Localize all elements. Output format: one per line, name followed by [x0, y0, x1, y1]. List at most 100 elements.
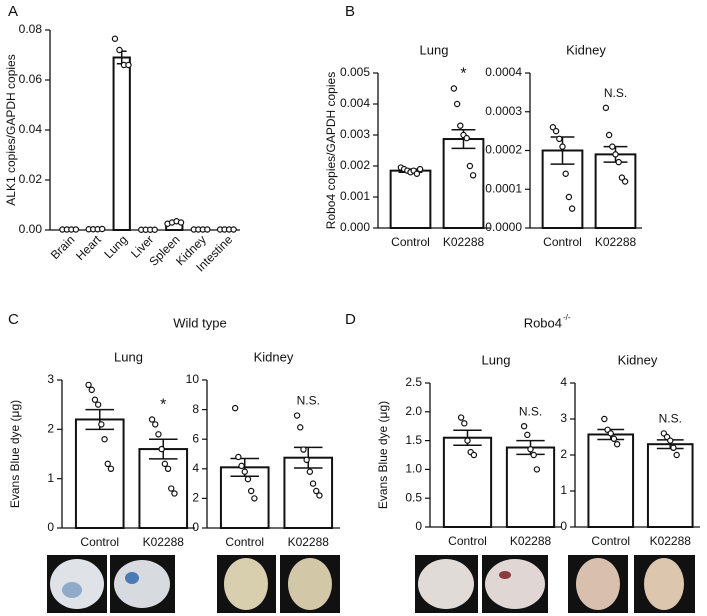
data-point — [673, 451, 680, 459]
bar — [112, 56, 131, 231]
data-point — [244, 475, 252, 483]
data-point — [297, 424, 304, 431]
y-tick-label: 0 — [192, 520, 199, 534]
data-point — [171, 490, 178, 497]
y-tick-label: 6 — [192, 431, 199, 445]
y-tick-label: 0 — [560, 519, 567, 533]
y-tick-label: 1.5 — [405, 433, 422, 447]
x-tick-label: K02288 — [650, 534, 692, 548]
data-point — [549, 124, 557, 131]
panel-label: B — [345, 3, 355, 20]
y-tick-label: 0.002 — [340, 158, 370, 172]
data-point — [204, 226, 211, 233]
y-tick-label: 0 — [47, 520, 54, 534]
data-point — [416, 165, 424, 173]
x-tick-label: Control — [591, 534, 630, 548]
x-tick-label: K02288 — [510, 534, 552, 548]
y-tick-label: 1.0 — [405, 462, 422, 476]
data-point — [155, 431, 162, 438]
x-tick-label: Control — [448, 534, 487, 548]
data-point — [610, 435, 618, 442]
data-point — [520, 423, 528, 430]
data-point — [457, 414, 465, 421]
y-tick-label: 0.004 — [340, 96, 370, 110]
bar — [646, 443, 694, 529]
data-point — [612, 151, 619, 158]
y-tick-label: 4 — [560, 375, 567, 389]
data-point — [450, 85, 458, 92]
panel-label: A — [8, 3, 18, 20]
data-point — [72, 226, 80, 233]
y-tick-label: 0.08 — [19, 22, 43, 36]
data-point — [464, 437, 471, 444]
chart-title: Lung — [482, 352, 511, 367]
chart-title: Lung — [114, 349, 143, 364]
data-point — [559, 143, 566, 150]
data-point — [98, 421, 105, 428]
data-point — [125, 61, 132, 69]
data-point — [158, 445, 165, 453]
bar — [594, 153, 637, 229]
data-point — [161, 460, 169, 468]
y-tick-label: 0.00 — [19, 222, 43, 236]
y-axis-label: ALK1 copies/GAPDH copies — [4, 54, 18, 205]
data-point — [453, 100, 461, 108]
data-point — [613, 441, 621, 448]
data-point — [461, 420, 468, 427]
y-tick-label: 8 — [192, 402, 199, 416]
y-tick-label: 0.005 — [340, 65, 370, 79]
data-point — [602, 104, 610, 112]
bar — [74, 418, 125, 530]
x-tick-label: Control — [225, 535, 264, 549]
data-point — [615, 158, 622, 166]
data-point — [91, 396, 99, 403]
data-point — [98, 225, 106, 233]
data-point — [313, 487, 320, 495]
data-point — [670, 444, 677, 451]
y-tick-label: 2.5 — [405, 375, 422, 389]
x-tick-label: K02288 — [143, 535, 185, 549]
x-tick-label: Brain — [48, 232, 78, 262]
y-tick-label: 2 — [47, 422, 54, 436]
data-point — [463, 134, 470, 142]
y-tick-label: 1 — [47, 471, 54, 485]
data-point — [230, 226, 237, 233]
data-point — [238, 462, 245, 470]
data-point — [101, 436, 108, 443]
y-tick-label: 1 — [560, 483, 567, 497]
y-tick-label: 0.02 — [19, 172, 43, 186]
data-point — [148, 416, 156, 423]
y-tick-label: 0 — [415, 519, 422, 533]
data-point — [104, 460, 111, 468]
data-point — [107, 465, 115, 472]
bar — [389, 169, 432, 229]
error-bar — [550, 136, 575, 165]
data-point — [562, 170, 569, 177]
group-title-superscript: -/- — [563, 313, 571, 322]
data-point — [556, 135, 563, 143]
data-point — [621, 178, 629, 185]
data-point — [527, 446, 534, 453]
data-point — [530, 451, 537, 459]
y-tick-label: 2 — [192, 491, 199, 505]
y-tick-label: 3 — [47, 372, 54, 386]
data-point — [94, 401, 102, 408]
annotation: N.S. — [659, 412, 682, 426]
data-point — [601, 415, 608, 423]
y-axis-label: Evans Blue dye (μg) — [376, 401, 390, 509]
data-point — [618, 174, 626, 181]
data-point — [251, 495, 258, 502]
annotation: N.S. — [297, 394, 320, 408]
data-point — [316, 492, 323, 499]
data-point — [309, 480, 317, 487]
data-point — [605, 131, 613, 139]
x-tick-label: Control — [543, 235, 582, 249]
data-point — [85, 381, 92, 389]
data-point — [607, 430, 614, 437]
panel-label: D — [345, 311, 356, 328]
chart-title: Kidney — [566, 42, 606, 57]
bar — [138, 448, 189, 530]
y-tick-label: 0.06 — [19, 72, 43, 86]
bar — [442, 436, 493, 528]
y-tick-label: 0.04 — [19, 122, 43, 136]
